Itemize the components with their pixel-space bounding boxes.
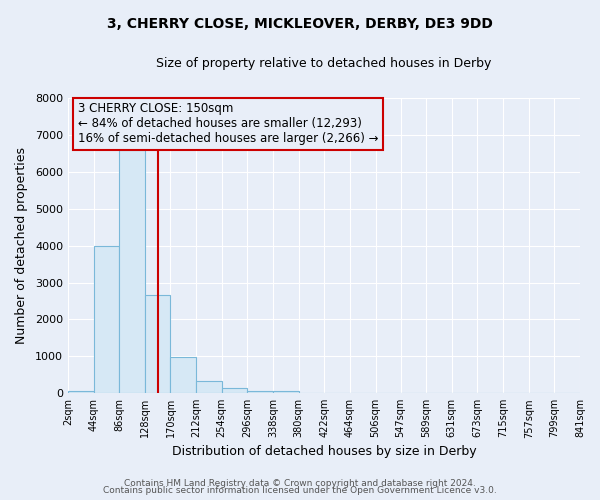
Text: Contains HM Land Registry data © Crown copyright and database right 2024.: Contains HM Land Registry data © Crown c… xyxy=(124,478,476,488)
Bar xyxy=(68,391,94,393)
Bar xyxy=(119,150,145,393)
Text: 3, CHERRY CLOSE, MICKLEOVER, DERBY, DE3 9DD: 3, CHERRY CLOSE, MICKLEOVER, DERBY, DE3 … xyxy=(107,18,493,32)
X-axis label: Distribution of detached houses by size in Derby: Distribution of detached houses by size … xyxy=(172,444,476,458)
Bar xyxy=(196,381,222,393)
Bar xyxy=(273,391,299,393)
Bar xyxy=(170,358,196,393)
Text: 3 CHERRY CLOSE: 150sqm
← 84% of detached houses are smaller (12,293)
16% of semi: 3 CHERRY CLOSE: 150sqm ← 84% of detached… xyxy=(78,102,379,146)
Bar xyxy=(94,246,119,393)
Bar xyxy=(222,388,247,393)
Bar xyxy=(145,296,170,393)
Bar xyxy=(247,391,273,393)
Title: Size of property relative to detached houses in Derby: Size of property relative to detached ho… xyxy=(156,58,491,70)
Text: Contains public sector information licensed under the Open Government Licence v3: Contains public sector information licen… xyxy=(103,486,497,495)
Y-axis label: Number of detached properties: Number of detached properties xyxy=(15,147,28,344)
